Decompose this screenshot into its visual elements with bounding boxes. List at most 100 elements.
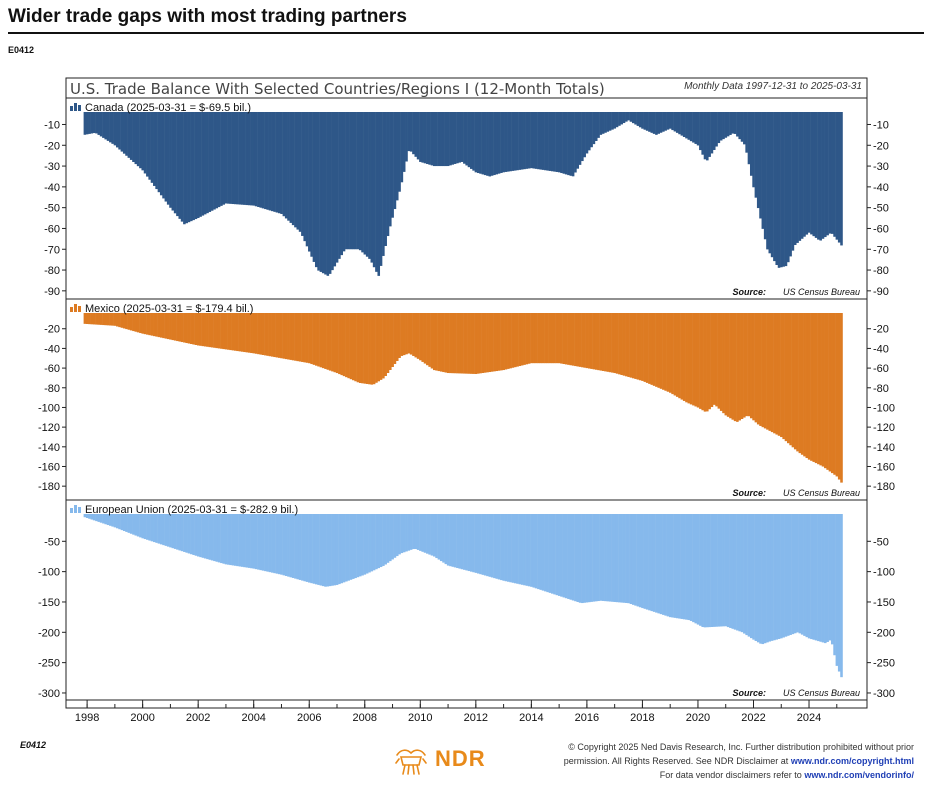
bar [365,514,369,574]
bar [92,514,96,521]
bar [527,112,531,169]
source-text: US Census Bureau [783,688,860,698]
bar [287,313,290,360]
bar [372,313,376,385]
y-tick-label-left: -50 [44,203,60,215]
y-tick-label-right: -140 [873,442,895,454]
bar [125,514,128,532]
bar [791,514,795,635]
bar [682,313,686,401]
bar [819,112,822,241]
bar [615,112,619,128]
bar [622,112,626,124]
y-tick-label-right: -100 [873,402,895,414]
bar [784,112,788,267]
bar [830,514,834,645]
bar [733,514,737,630]
bar [215,112,219,209]
bar [694,514,698,624]
vendorinfo-link[interactable]: www.ndr.com/vendorinfo/ [804,770,914,780]
bar [618,112,621,126]
bar [481,514,485,575]
bar [405,313,408,355]
bar [423,112,427,164]
bar [171,313,175,341]
bar [111,112,114,144]
bar [391,313,394,367]
legend-swatch [70,106,73,111]
bar [812,514,816,640]
bar [347,313,350,379]
bar [476,514,480,574]
bar [310,313,313,365]
bar [835,514,839,666]
bar [333,313,337,373]
bar [275,313,279,358]
y-tick-label-right: -80 [873,383,889,395]
bar [657,313,660,388]
bar [319,313,323,368]
y-tick-label-left: -250 [38,658,60,670]
bar [604,313,607,372]
bar [391,112,394,218]
bar [812,313,816,462]
bar [458,514,462,569]
bar [213,313,216,348]
y-tick-label-left: -10 [44,119,60,131]
copyright-link[interactable]: www.ndr.com/copyright.html [790,756,914,766]
bar [798,514,802,634]
bar [696,313,700,408]
bar [395,112,399,201]
y-tick-label-right: -40 [873,182,889,194]
bar [766,112,769,250]
bar [507,112,510,172]
bar [460,313,464,374]
chart-code-top: E0412 [8,45,35,55]
bar [368,514,371,573]
bar [398,514,401,555]
bar [712,112,716,150]
bar [317,313,320,367]
bar [132,313,135,332]
bar [187,112,191,223]
bar [835,313,839,477]
bar [389,313,392,370]
bar [652,313,656,386]
bar [349,313,353,380]
bar [328,313,332,371]
bar [412,514,415,550]
bar [301,112,304,236]
bar [488,514,492,577]
y-tick-label-left: -100 [38,567,60,579]
bar [155,112,158,190]
bar [287,514,290,577]
bar [574,514,577,602]
y-tick-label-right: -250 [873,658,895,670]
bar [379,514,383,568]
bar [430,313,434,369]
bar [669,514,672,618]
bar [490,313,494,372]
bar [384,112,387,246]
bar [810,313,813,461]
bar [146,313,149,335]
bar [104,514,107,525]
bar [476,313,480,374]
footer-line-1: © Copyright 2025 Ned Davis Research, Inc… [568,742,914,752]
bar [229,313,232,351]
bar [340,514,344,584]
bar [703,313,707,412]
bar [245,514,249,568]
panel-2: -20 -20 -40 -40 -60 -60 -80 -80 -100 -100 -120 -120… [38,298,895,501]
footer-line-2: permission. All Rights Reserved. See NDR… [564,754,914,768]
bar [169,514,172,548]
bar [636,313,640,380]
bar [122,112,126,154]
bar [432,514,436,557]
bar [85,514,89,519]
bar [229,112,232,204]
bar [305,112,309,247]
bar [88,313,91,325]
bar [710,112,714,154]
